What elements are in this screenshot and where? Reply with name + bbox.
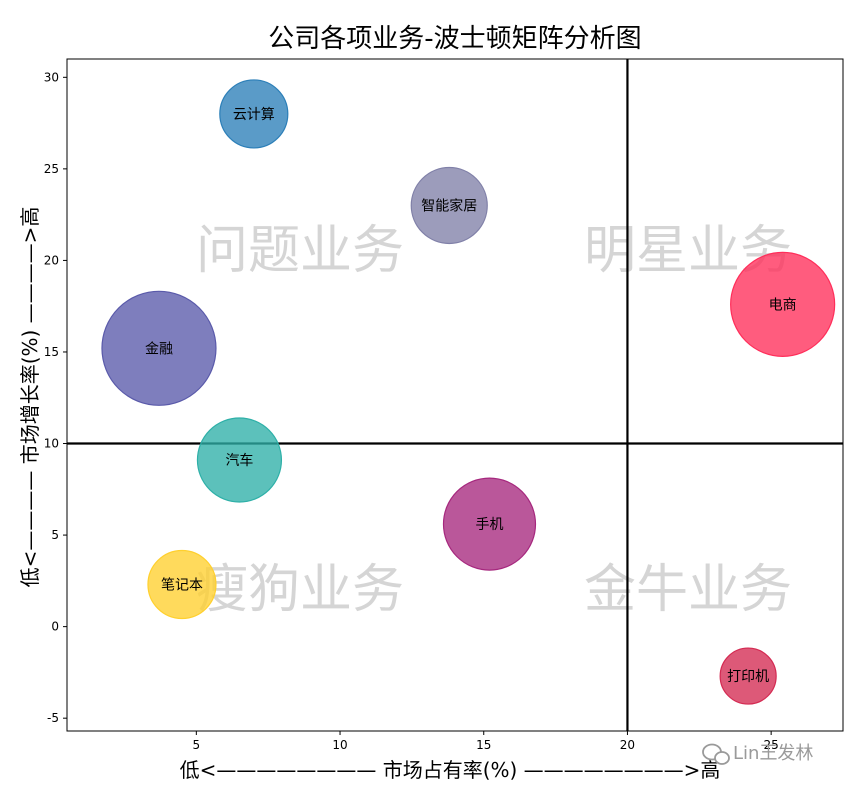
y-tick-label: 15 [44, 345, 59, 359]
x-tick-label: 5 [193, 738, 201, 752]
bubble-label: 笔记本 [161, 578, 203, 594]
quadrant-label-bottom-left: 瘦狗业务 [196, 560, 404, 620]
x-tick-label: 25 [764, 738, 779, 752]
y-axis-ticks: -5 0 5 10 15 20 25 30 [44, 70, 67, 725]
plot-border [66, 58, 844, 732]
bubble [730, 251, 836, 357]
y-tick-label: 10 [44, 437, 59, 451]
y-tick-label: -5 [47, 711, 59, 725]
bubble-label: 手机 [475, 517, 503, 533]
watermark: Lin王发林 [702, 743, 813, 765]
x-tick-label: 15 [476, 738, 491, 752]
y-tick-label: 30 [44, 70, 59, 84]
watermark-text: Lin王发林 [733, 743, 813, 764]
quadrant-label-bottom-right: 金牛业务 [584, 560, 792, 620]
bubble-label: 智能家居 [421, 197, 477, 214]
bubble-label: 电商 [769, 297, 797, 313]
bubble [410, 166, 488, 245]
quadrant-dividers [67, 59, 843, 731]
bubble [442, 477, 537, 571]
chart-title: 公司各项业务-波士顿矩阵分析图 [268, 24, 641, 54]
y-tick-label: 25 [44, 162, 59, 176]
bubble-layer: 云计算智能家居电商金融汽车手机笔记本图书打印机 [101, 79, 836, 705]
bubble-label: 云计算 [233, 107, 275, 123]
plot-area [66, 58, 844, 732]
x-tick-label: 20 [620, 738, 635, 752]
y-tick-label: 0 [51, 620, 59, 634]
x-axis-label: 低<———————— 市场占有率(%) ————————>高 [180, 758, 721, 782]
y-axis-label: 低<———— 市场增长率(%) ————>高 [18, 207, 42, 588]
y-tick-label: 20 [44, 253, 59, 267]
bubble [147, 549, 217, 620]
bubble-label: 金融 [145, 341, 173, 357]
bubble [196, 417, 283, 503]
bubble [101, 290, 217, 406]
quadrant-label-top-left: 问题业务 [196, 221, 404, 281]
bubble [219, 79, 289, 149]
bubble [719, 647, 777, 705]
y-tick-label: 5 [51, 528, 59, 542]
bubble-label: 汽车 [225, 452, 253, 469]
bubble-label: 打印机 [727, 668, 769, 685]
quadrant-labels: 问题业务 明星业务 瘦狗业务 金牛业务 [196, 221, 792, 620]
x-tick-label: 10 [332, 738, 347, 752]
wechat-icon [702, 743, 730, 765]
